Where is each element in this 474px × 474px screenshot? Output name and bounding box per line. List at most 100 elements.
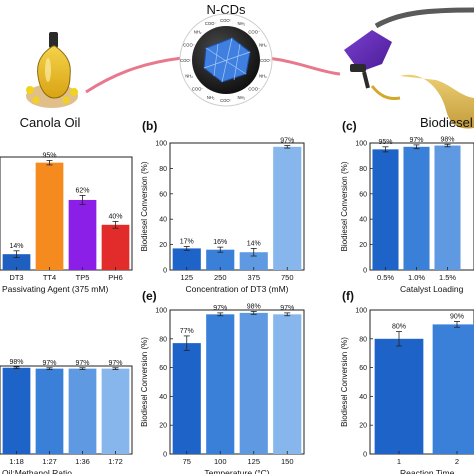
y-axis-title: Biodiesel Conversion (%) bbox=[140, 161, 149, 251]
bar bbox=[2, 254, 31, 270]
x-tick-label: 1.0% bbox=[408, 273, 425, 282]
plot-frame bbox=[0, 156, 133, 271]
y-tick-label: 80 bbox=[359, 166, 367, 173]
plot-frame bbox=[169, 142, 305, 271]
x-tick-label: 125 bbox=[180, 273, 193, 282]
y-tick-label: 20 bbox=[359, 423, 367, 430]
x-tick-label: PH6 bbox=[108, 273, 123, 282]
ncds-label: N-CDs bbox=[207, 2, 246, 17]
x-axis-title: Catalyst Loading bbox=[400, 284, 464, 294]
panel-label: (e) bbox=[142, 289, 157, 303]
y-tick-label: 60 bbox=[159, 191, 167, 198]
x-tick-label: 100 bbox=[214, 457, 227, 466]
connector-right-line bbox=[267, 56, 341, 76]
y-tick-label: 100 bbox=[155, 308, 167, 315]
y-tick-label: 80 bbox=[359, 336, 367, 343]
data-label: 97% bbox=[108, 360, 122, 367]
data-label: 14% bbox=[9, 243, 23, 250]
data-label: 97% bbox=[409, 137, 423, 144]
data-label: 97% bbox=[280, 305, 294, 312]
bar bbox=[101, 224, 130, 270]
x-tick-label: 1:36 bbox=[75, 457, 90, 466]
bar bbox=[206, 314, 235, 454]
bar bbox=[273, 314, 302, 454]
data-label: 98% bbox=[440, 136, 454, 143]
y-axis-title: Biodiesel Conversion (%) bbox=[140, 337, 149, 427]
data-label: 98% bbox=[9, 359, 23, 366]
x-tick-label: DT3 bbox=[9, 273, 23, 282]
surface-group-label: COO⁻ bbox=[180, 58, 192, 63]
data-label: 97% bbox=[213, 305, 227, 312]
bar bbox=[239, 252, 268, 270]
y-tick-label: 60 bbox=[359, 365, 367, 372]
canola-oil-bottle-icon bbox=[26, 32, 78, 108]
x-tick-label: 750 bbox=[281, 273, 294, 282]
plot-frame bbox=[0, 365, 133, 455]
panel-label: (b) bbox=[142, 119, 157, 133]
chart-panel-c: (c) 0 20 40 60 80 100 Biodiesel Conversion (%) 9… bbox=[340, 119, 474, 294]
data-label: 77% bbox=[180, 328, 194, 335]
surface-group-label: COO⁻ bbox=[192, 86, 204, 91]
x-tick-label: 75 bbox=[183, 457, 191, 466]
chart-panel-f: (f) 0 20 40 60 80 100 Biodiesel Conversion (%) 8… bbox=[340, 289, 474, 474]
data-label: 80% bbox=[392, 324, 406, 331]
y-tick-label: 100 bbox=[355, 141, 367, 148]
x-tick-label: TT4 bbox=[43, 273, 56, 282]
surface-group-label: COO⁻ bbox=[260, 58, 272, 63]
y-tick-label: 0 bbox=[363, 452, 367, 459]
surface-group-label: COO⁻ bbox=[220, 18, 232, 23]
plot-frame bbox=[169, 309, 305, 455]
x-axis-title: Temperature (°C) bbox=[204, 468, 269, 474]
y-tick-label: 80 bbox=[159, 166, 167, 173]
data-label: 14% bbox=[247, 240, 261, 247]
data-label: 97% bbox=[42, 360, 56, 367]
surface-group-label: NH₂ bbox=[259, 73, 267, 78]
bar bbox=[68, 199, 97, 270]
bar bbox=[374, 338, 424, 454]
bar bbox=[35, 162, 64, 270]
x-axis-title: Concentration of DT3 (mM) bbox=[186, 284, 289, 294]
y-tick-label: 20 bbox=[159, 423, 167, 430]
y-tick-label: 100 bbox=[155, 141, 167, 148]
data-label: 95% bbox=[42, 152, 56, 159]
biodiesel-label: Biodiesel bbox=[420, 115, 473, 130]
y-tick-label: 0 bbox=[163, 268, 167, 275]
ncds-sphere: COO⁻NH₂COO⁻NH₂COO⁻NH₂COO⁻NH₂COO⁻NH₂COO⁻N… bbox=[179, 13, 273, 107]
x-tick-label: 1:18 bbox=[9, 457, 24, 466]
panel-label: (c) bbox=[342, 119, 357, 133]
schematic-header: Canola Oil N-CDs COO⁻NH₂COO⁻NH₂COO⁻NH₂CO… bbox=[20, 2, 474, 130]
bar bbox=[2, 367, 31, 454]
y-tick-label: 0 bbox=[163, 452, 167, 459]
surface-group-label: NH₂ bbox=[237, 21, 245, 26]
bar bbox=[239, 312, 268, 454]
bar bbox=[273, 146, 302, 270]
y-tick-label: 40 bbox=[359, 217, 367, 224]
data-label: 40% bbox=[108, 213, 122, 220]
bar bbox=[172, 343, 201, 454]
y-axis-title: Biodiesel Conversion (%) bbox=[340, 161, 349, 251]
bar bbox=[403, 146, 430, 270]
data-label: 97% bbox=[75, 360, 89, 367]
x-axis-title: Oil:Methanol Ratio bbox=[2, 468, 72, 474]
x-tick-label: 150 bbox=[281, 457, 294, 466]
bar bbox=[432, 324, 474, 454]
x-tick-label: 1:72 bbox=[108, 457, 123, 466]
x-axis-title: Passivating Agent (375 mM) bbox=[2, 284, 108, 294]
bar bbox=[434, 145, 461, 270]
y-tick-label: 20 bbox=[159, 242, 167, 249]
y-tick-label: 20 bbox=[359, 242, 367, 249]
x-tick-label: 2 bbox=[455, 457, 459, 466]
bar bbox=[372, 149, 399, 270]
chart-panel-e: (e) 0 20 40 60 80 100 Biodiesel Conversion (%) 7… bbox=[140, 289, 305, 474]
y-tick-label: 60 bbox=[159, 365, 167, 372]
chart-panel-d: 98% 1:18 97% 1:27 97% 1:36 97% 1:72 Oil:Methanol… bbox=[0, 359, 133, 474]
x-tick-label: 1 bbox=[397, 457, 401, 466]
surface-group-label: NH₂ bbox=[185, 73, 193, 78]
x-tick-label: TP5 bbox=[76, 273, 90, 282]
chart-panel-b: (b) 0 20 40 60 80 100 Biodiesel Conversion (%) 1… bbox=[140, 119, 305, 294]
data-label: 17% bbox=[180, 239, 194, 246]
y-axis-title: Biodiesel Conversion (%) bbox=[340, 337, 349, 427]
y-tick-label: 40 bbox=[159, 394, 167, 401]
surface-group-label: NH₂ bbox=[237, 95, 245, 100]
